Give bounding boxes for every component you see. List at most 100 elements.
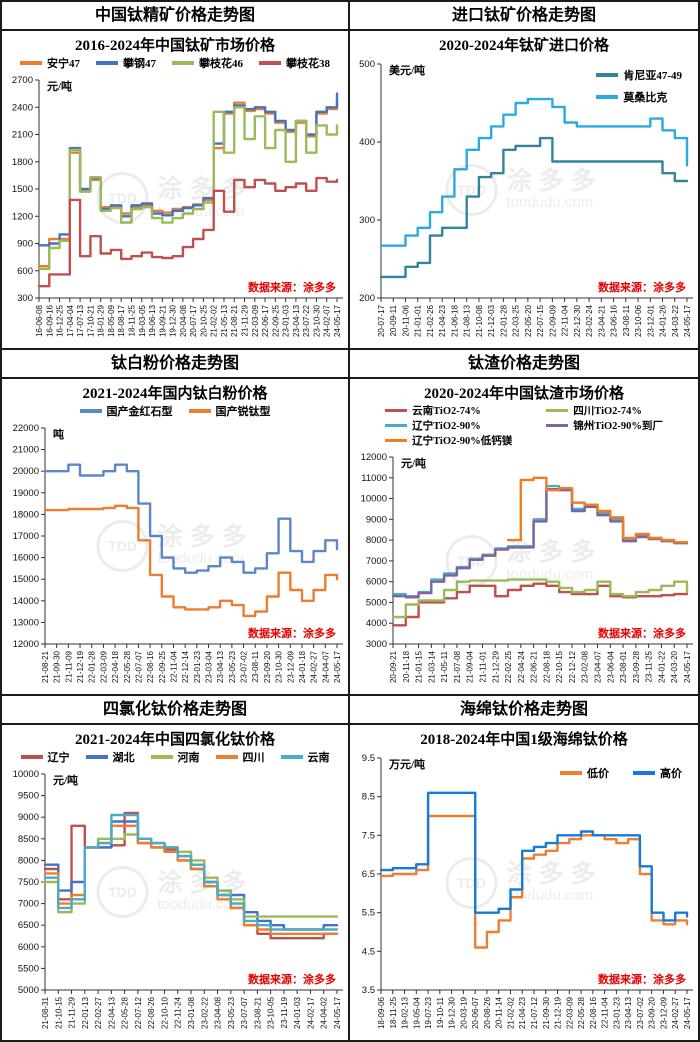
legend-item: 辽宁TiO2-90%低钙镁 [385, 433, 512, 448]
x-tick-label: 22-01-28 [88, 650, 97, 683]
chart-plot: 元/吨 3000 4000 5000 6000 7000 8000 9000 10000 110… [352, 448, 696, 694]
series-line [37, 99, 339, 268]
y-tick-label: 21000 [13, 445, 39, 456]
x-tick-label: 21-02-02 [506, 996, 515, 1029]
y-tick-label: 4.5 [362, 946, 375, 957]
chart-legend: 肯尼亚47-49 莫桑比克 [596, 67, 682, 105]
y-tick-label: 400 [359, 137, 375, 148]
x-tick-label: 23-08-21 [253, 996, 262, 1029]
chart-canvas: 12000 13000 14000 15000 16000 17000 18000 19000… [13, 423, 343, 683]
legend-label: 国产金红石型 [106, 406, 173, 418]
legend-swatch [596, 73, 619, 77]
x-tick-label: 24-02-17 [306, 996, 315, 1029]
legend-item: 四川 [215, 749, 265, 765]
legend-item: 攀枝花38 [259, 55, 330, 71]
legend-label: 湖北 [112, 752, 135, 764]
x-tick-label: 24-04-02 [320, 996, 329, 1029]
y-tick-label: 7500 [18, 877, 39, 888]
x-tick-label: 23-09-20 [263, 650, 272, 683]
chart-legend: 安宁47 攀钢47 攀枝花46 攀枝花38 [4, 55, 346, 71]
chart-canvas: 300 600 900 1200 1500 1800 2100 2400 2700 16-06-0… [12, 75, 343, 337]
x-tick-label: 21-11-01 [478, 650, 487, 682]
series-line [391, 582, 689, 627]
x-tick-label: 19-12-30 [448, 996, 457, 1029]
x-tick-label: 21-02-02 [210, 304, 219, 337]
panel-body: 2016-2024年中国钛矿市场价格 安宁47 攀钢47 攀枝花46 攀枝花38 元/… [2, 31, 348, 348]
legend-item: 河南 [150, 749, 200, 765]
y-axis-unit-label: 美元/吨 [389, 65, 426, 77]
legend-label: 河南 [177, 752, 200, 764]
x-tick-label: 16-12-25 [56, 304, 65, 337]
data-source-label: 数据来源：涂多多 [248, 628, 336, 640]
chart-canvas: 5000 5500 6000 6500 7000 7500 8000 8500 9000 9500… [13, 769, 343, 1029]
legend-swatch [172, 61, 194, 65]
x-tick-label: 22-11-04 [561, 304, 570, 336]
legend-item: 四川TiO2-74% [546, 403, 663, 418]
x-tick-label: 21-09-30 [542, 996, 551, 1029]
legend-label: 莫桑比克 [623, 92, 668, 104]
y-tick-label: 6000 [18, 942, 39, 953]
legend-label: 辽宁TiO2-90%低钙镁 [412, 436, 513, 447]
x-tick-label: 24-05-17 [333, 650, 342, 683]
x-tick-label: 24-01-26 [659, 304, 668, 337]
x-tick-label: 21-05-11 [440, 650, 449, 682]
legend-item: 莫桑比克 [596, 89, 667, 105]
x-tick-label: 18-09-06 [377, 996, 386, 1029]
series-line [379, 814, 689, 949]
x-tick-label: 21-07-08 [453, 650, 462, 683]
legend-item: 辽宁 [20, 749, 70, 765]
x-tick-label: 22-04-24 [517, 650, 526, 683]
legend-label: 低价 [587, 768, 609, 780]
y-tick-label: 19000 [13, 488, 39, 499]
x-tick-label: 23-02-24 [585, 304, 594, 337]
x-tick-label: 23-04-13 [216, 650, 225, 683]
y-tick-label: 5.5 [362, 908, 375, 919]
x-tick-label: 19-12-30 [169, 304, 178, 337]
y-tick-label: 11000 [361, 473, 387, 484]
x-tick-label: 22-06-17 [261, 304, 270, 337]
chart-legend: 国产金红石型 国产锐钛型 [4, 403, 346, 419]
legend-swatch [20, 61, 42, 65]
y-tick-label: 7000 [366, 556, 387, 567]
data-source-label: 数据来源：涂多多 [248, 282, 336, 294]
y-tick-label: 1800 [12, 157, 33, 168]
panel-titanium-concentrate: 中国钛精矿价格走势图 2016-2024年中国钛矿市场价格 安宁47 攀钢47 攀枝… [2, 2, 350, 348]
x-tick-label: 22-05-28 [577, 996, 586, 1029]
x-tick-label: 22-09-09 [548, 304, 557, 337]
x-tick-label: 21-01-01 [414, 304, 423, 337]
x-tick-label: 21-08-31 [41, 996, 50, 1029]
y-tick-label: 6.5 [362, 869, 375, 880]
legend-swatch [259, 61, 281, 65]
legend-label: 高价 [660, 768, 682, 780]
x-tick-label: 21-09-04 [466, 650, 475, 683]
x-tick-label: 24-04-07 [321, 650, 330, 683]
y-tick-label: 1200 [12, 211, 33, 222]
x-tick-label: 22-07-15 [536, 304, 545, 337]
panel-body: 2021-2024年国内钛白粉价格 国产金红石型 国产锐钛型 吨 12000 130… [2, 379, 348, 694]
x-tick-label: 22-04-18 [111, 650, 120, 683]
x-tick-label: 23-01-08 [187, 996, 196, 1029]
series-line [37, 176, 339, 288]
x-tick-label: 23-08-01 [619, 650, 628, 683]
x-tick-label: 23-12-01 [646, 304, 655, 337]
y-tick-label: 8000 [366, 535, 387, 546]
legend-swatch [546, 423, 569, 428]
x-tick-label: 22-03-25 [512, 304, 521, 337]
x-tick-label: 24-02-07 [323, 304, 332, 337]
panel-titanium-sponge: 海绵钛价格走势图 2018-2024年中国1级海绵钛价格 万元/吨 3.5 4.5… [350, 694, 698, 1040]
x-tick-label: 21-01-15 [415, 650, 424, 683]
series-line [43, 820, 339, 931]
legend-item: 湖北 [85, 749, 135, 765]
x-tick-label: 21-11-29 [68, 996, 77, 1028]
panel-body: 2021-2024年中国四氯化钛价格 辽宁 湖北 河南 四川 云南 元/吨 5000 55… [2, 725, 348, 1040]
y-tick-label: 8500 [18, 834, 39, 845]
x-tick-label: 20-04-08 [179, 304, 188, 337]
x-tick-label: 17-07-13 [76, 304, 85, 337]
x-tick-label: 23-10-06 [634, 304, 643, 337]
legend-label: 攀枝花38 [286, 58, 330, 70]
x-tick-label: 19-03-05 [138, 304, 147, 337]
x-tick-label: 19-02-13 [401, 996, 410, 1029]
x-tick-label: 18-05-09 [107, 304, 116, 337]
x-tick-label: 21-08-21 [230, 304, 239, 337]
x-tick-label: 23-08-11 [622, 304, 631, 336]
